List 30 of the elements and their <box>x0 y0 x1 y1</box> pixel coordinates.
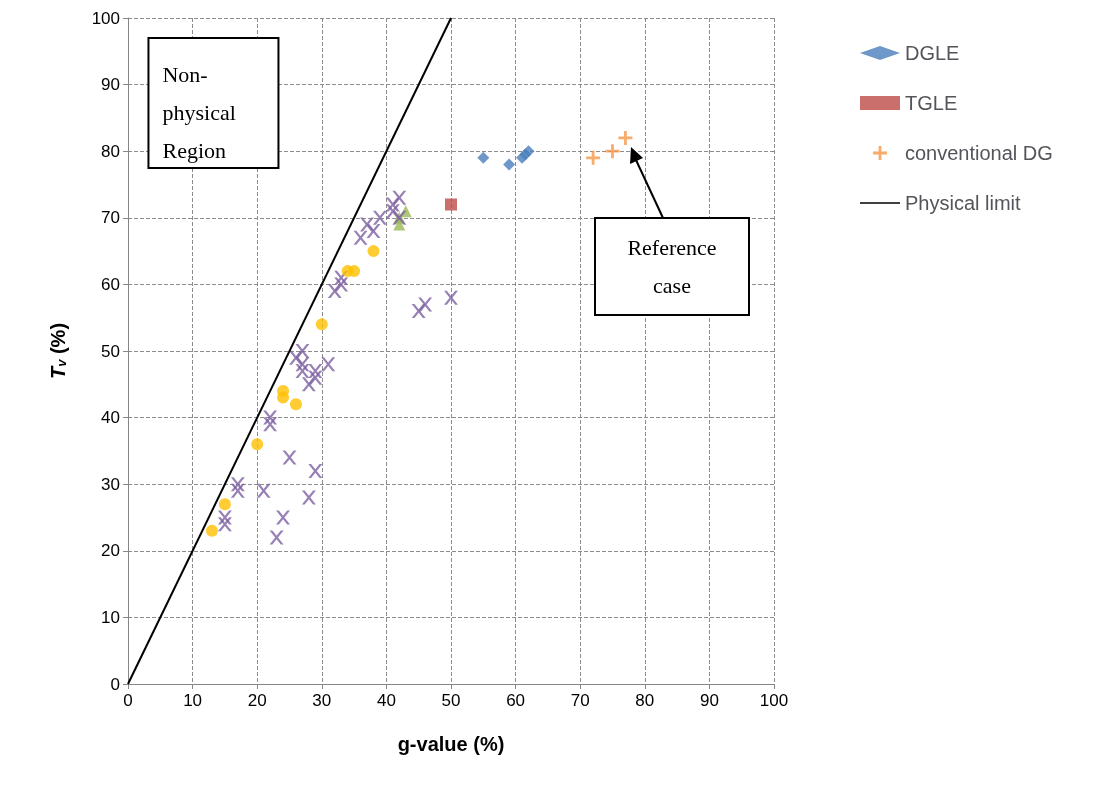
x-tick-label: 0 <box>123 691 133 710</box>
x-tick-label: 60 <box>506 691 526 710</box>
x-tick-label: 100 <box>759 691 789 710</box>
y-axis-title: Tv (%) <box>46 322 69 380</box>
y-tick-label: 30 <box>101 474 120 494</box>
y-tick-label: 90 <box>101 75 120 95</box>
x-axis-title: g-value (%) <box>397 733 505 755</box>
y-tick-label: 80 <box>101 141 120 161</box>
legend-label: conventional DG <box>905 142 1053 164</box>
y-tick-label: 40 <box>101 408 120 428</box>
y-tick-label: 20 <box>101 541 120 561</box>
annotation: Reference case <box>627 234 717 298</box>
legend-label: TGLE <box>905 92 958 114</box>
x-tick-label: 80 <box>635 691 655 710</box>
x-tick-label: 40 <box>376 691 396 710</box>
x-tick-label: 10 <box>183 691 203 710</box>
y-tick-label: 50 <box>101 341 120 361</box>
legend-label: Physical limit <box>905 192 1022 214</box>
annotation: Non-physical Region <box>162 62 236 164</box>
y-tick-label: 60 <box>101 274 120 294</box>
x-tick-label: 20 <box>247 691 267 710</box>
y-tick-label: 100 <box>91 8 120 28</box>
x-tick-label: 30 <box>312 691 332 710</box>
y-tick-label: 10 <box>101 607 120 627</box>
x-tick-label: 50 <box>441 691 461 710</box>
x-tick-label: 90 <box>699 691 719 710</box>
legend-label: DGLE <box>905 42 960 64</box>
x-tick-label: 70 <box>570 691 590 710</box>
y-tick-label: 0 <box>110 674 120 694</box>
y-tick-label: 70 <box>101 208 120 228</box>
